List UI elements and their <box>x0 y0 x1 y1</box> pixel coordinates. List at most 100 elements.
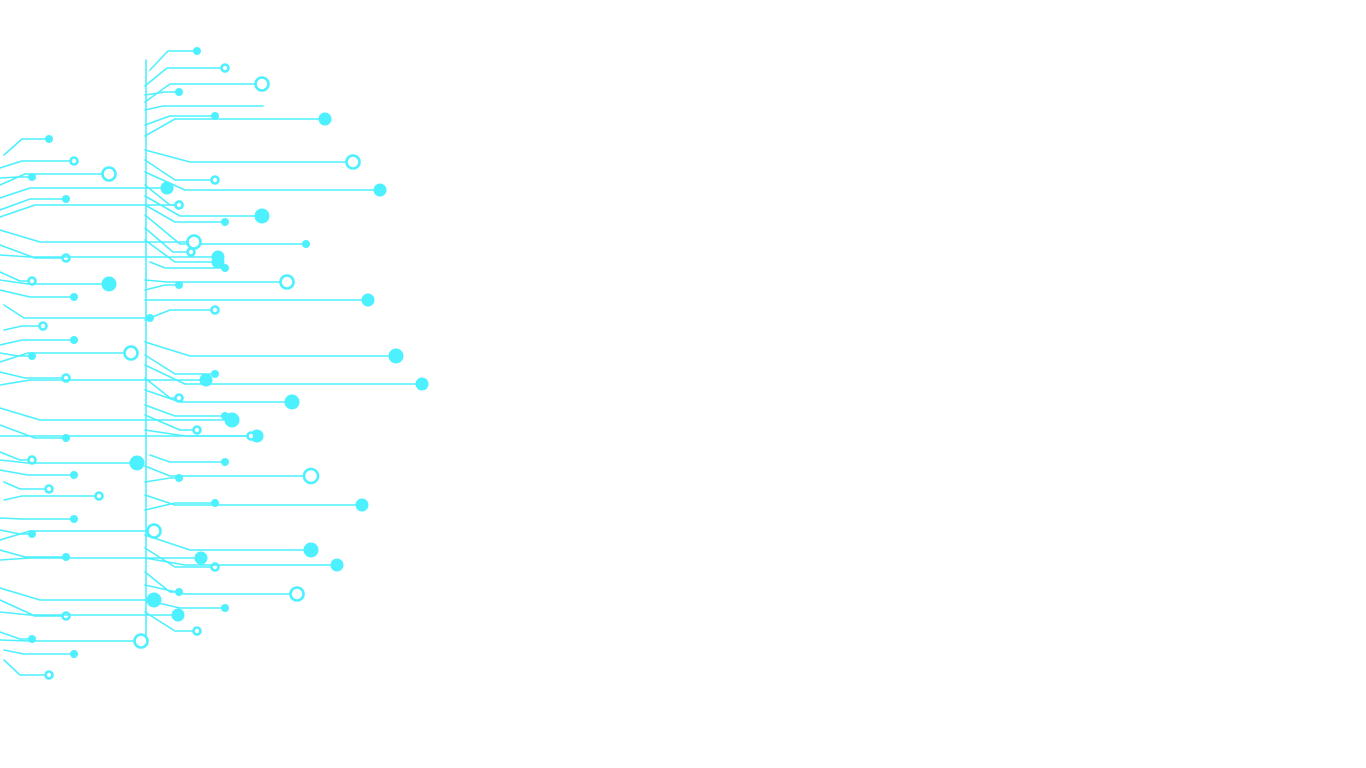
circuit-pad <box>211 250 225 264</box>
circuit-trace <box>149 50 194 71</box>
circuit-trace <box>3 481 47 490</box>
circuit-trace <box>0 204 177 218</box>
circuit-pad <box>146 314 154 322</box>
circuit-trace <box>0 198 63 211</box>
circuit-pad <box>210 175 220 185</box>
circuit-pad <box>284 394 300 410</box>
circuit-pad <box>174 200 184 210</box>
circuit-pad <box>211 112 219 120</box>
circuit-pad <box>345 154 361 170</box>
circuit-trace <box>0 176 29 179</box>
circuit-pad <box>303 542 319 558</box>
circuit-trace <box>144 239 213 263</box>
circuit-pad <box>70 293 78 301</box>
circuit-trace <box>149 454 222 463</box>
circuit-pad <box>302 467 320 485</box>
circuit-trace <box>144 557 332 566</box>
circuit-pad <box>355 498 369 512</box>
circuit-trace <box>144 534 305 551</box>
circuit-trace <box>0 530 149 541</box>
circuit-trace <box>0 254 213 258</box>
circuit-pad <box>61 253 71 263</box>
circuit-pad <box>194 551 208 565</box>
circuit-trace <box>0 407 226 421</box>
circuit-trace <box>0 279 103 285</box>
circuit-pad <box>221 604 229 612</box>
circuit-pad <box>220 63 230 73</box>
circuit-trace <box>0 599 64 617</box>
circuit-trace <box>144 195 256 217</box>
circuit-pad <box>44 670 54 680</box>
circuit-pad <box>94 491 104 501</box>
circuit-trace <box>3 495 97 501</box>
circuit-pad <box>101 276 117 292</box>
circuit-pad <box>70 471 78 479</box>
circuit-pad <box>28 530 36 538</box>
circuit-pad <box>192 425 202 435</box>
circuit-trace <box>149 261 222 269</box>
circuit-pad <box>38 321 48 331</box>
circuit-trace <box>0 459 131 464</box>
circuit-trace <box>3 304 147 319</box>
circuit-pad <box>186 234 202 250</box>
circuit-pad <box>193 47 201 55</box>
circuit-trace <box>0 352 126 363</box>
circuit-trace <box>0 549 63 558</box>
circuit-pad <box>175 281 183 289</box>
circuit-pad <box>221 458 229 466</box>
circuit-trace <box>144 364 417 385</box>
circuit-pad <box>70 515 78 523</box>
circuit-pad <box>415 377 429 391</box>
circuit-pad <box>146 523 162 539</box>
circuit-pad <box>160 181 174 195</box>
circuit-trace <box>144 389 286 403</box>
circuit-pad <box>224 412 240 428</box>
circuit-trace <box>144 547 213 568</box>
circuit-trace <box>144 204 222 223</box>
circuit-trace <box>0 187 162 199</box>
circuit-trace <box>0 611 173 616</box>
circuit-pad <box>62 553 70 561</box>
circuit-trace <box>0 289 71 298</box>
circuit-trace <box>144 227 189 253</box>
circuit-pad <box>199 373 213 387</box>
circuit-trace <box>0 173 104 186</box>
circuit-trace <box>144 584 292 595</box>
circuit-trace <box>0 160 72 169</box>
circuit-pad <box>279 274 295 290</box>
circuit-pad <box>28 352 36 360</box>
circuit-pad <box>146 592 162 608</box>
circuit-trace <box>144 477 176 483</box>
circuit-trace <box>3 325 41 331</box>
circuit-pad <box>44 484 54 494</box>
circuit-trace <box>144 341 390 357</box>
circuit-pad <box>254 76 270 92</box>
circuit-pad <box>69 156 79 166</box>
circuit-pad <box>361 293 375 307</box>
circuit-pad <box>133 633 149 649</box>
circuit-trace <box>144 611 195 632</box>
circuit-trace <box>144 354 212 375</box>
circuit-pad <box>211 499 219 507</box>
circuit-trace <box>144 465 305 477</box>
circuit-pad <box>221 264 229 272</box>
circuit-trace <box>144 502 212 511</box>
circuit-pad <box>192 626 202 636</box>
circuit-trace <box>144 284 176 291</box>
circuit-trace <box>0 371 64 379</box>
circuit-pad <box>210 305 220 315</box>
circuit-trace <box>0 424 63 439</box>
circuit-pad <box>302 240 310 248</box>
circuit-trace <box>0 339 71 346</box>
circuit-trace <box>144 279 282 283</box>
circuit-pad <box>175 474 183 482</box>
circuit-trace <box>0 451 30 461</box>
circuit-pad <box>221 218 229 226</box>
circuit-pad <box>175 88 183 96</box>
circuit-trace <box>0 469 71 476</box>
circuit-trace <box>0 517 71 520</box>
circuit-trace <box>3 649 71 655</box>
circuit-trace <box>0 244 64 259</box>
